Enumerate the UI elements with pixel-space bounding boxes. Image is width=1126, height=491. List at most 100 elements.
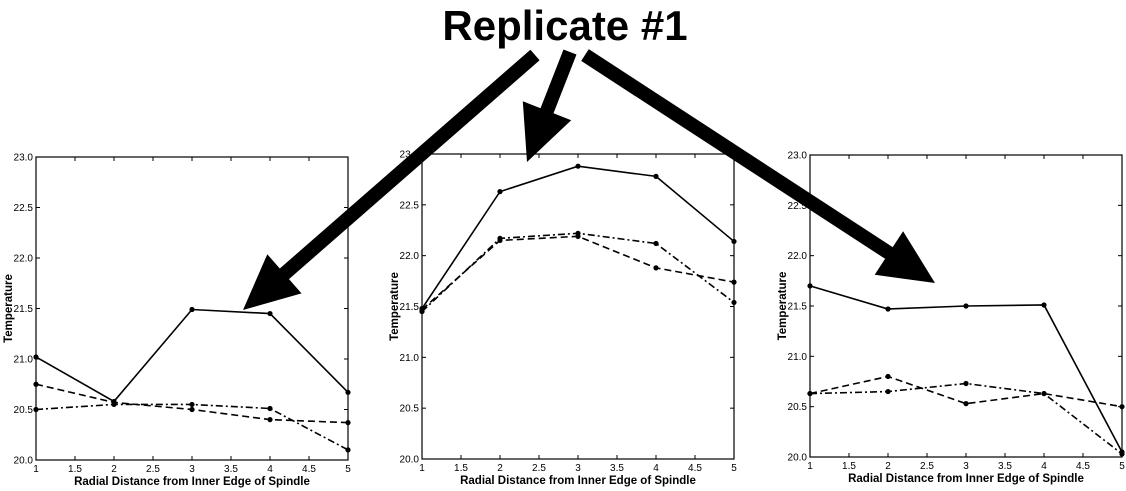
x-tick-label: 2.5 xyxy=(146,464,160,475)
x-tick-label: 1 xyxy=(419,463,425,474)
y-tick-label: 20.0 xyxy=(788,453,808,464)
y-tick-label: 21.5 xyxy=(788,302,808,313)
x-tick-label: 1.5 xyxy=(68,464,82,475)
data-point xyxy=(497,235,503,241)
data-point xyxy=(731,299,737,306)
series-line-dashdot xyxy=(809,382,1123,455)
x-tick-label: 3.5 xyxy=(610,463,624,474)
data-point xyxy=(419,308,425,315)
chart-panel-3: 1 1.5 2 2.5 3 3.5 4 4.5 520.020.521.021.522.022.… xyxy=(777,151,1125,486)
x-tick-label: 3 xyxy=(189,464,195,475)
y-tick-label: 20.0 xyxy=(400,455,420,466)
data-point xyxy=(1041,390,1047,397)
x-tick-label: 2.5 xyxy=(920,461,934,472)
data-point xyxy=(189,401,195,408)
x-tick-label: 3.5 xyxy=(998,461,1012,472)
data-point xyxy=(653,173,659,179)
x-tick-label: 1.5 xyxy=(842,461,856,472)
series-line-solid xyxy=(35,308,349,403)
x-axis-label: Radial Distance from Inner Edge of Spind… xyxy=(460,475,696,487)
x-tick-label: 5 xyxy=(345,464,351,475)
y-tick-label: 23.0 xyxy=(14,153,34,164)
y-axis-label: Temperature xyxy=(3,274,15,343)
x-tick-label: 4 xyxy=(1041,461,1047,472)
data-point xyxy=(963,380,969,387)
x-tick-label: 2 xyxy=(111,464,117,475)
x-tick-label: 4 xyxy=(267,464,273,475)
data-point xyxy=(885,388,891,395)
y-tick-label: 21.5 xyxy=(14,304,34,315)
y-tick-label: 21.0 xyxy=(400,353,420,364)
series-line-dashdot xyxy=(421,232,735,313)
data-point xyxy=(345,447,351,453)
arrow-to-right-chart xyxy=(581,49,935,283)
data-point xyxy=(267,310,273,317)
data-point xyxy=(731,279,737,285)
data-point xyxy=(345,420,351,426)
arrows-layer xyxy=(243,49,935,310)
y-tick-label: 23.0 xyxy=(400,150,420,161)
data-point xyxy=(33,354,39,360)
data-point xyxy=(33,381,39,387)
y-tick-label: 20.5 xyxy=(400,404,420,415)
data-point xyxy=(1119,451,1125,457)
data-point xyxy=(189,406,195,413)
arrow-to-left-chart xyxy=(243,49,540,310)
x-tick-label: 2 xyxy=(885,461,891,472)
data-point xyxy=(267,417,273,423)
x-axis-label: Radial Distance from Inner Edge of Spind… xyxy=(848,473,1084,485)
y-tick-label: 20.5 xyxy=(788,402,808,413)
y-tick-label: 22.0 xyxy=(400,251,420,262)
data-point xyxy=(653,265,659,271)
data-point xyxy=(33,406,39,413)
chart-panel-2: 1 1.5 2 2.5 3 3.5 4 4.5 520.020.521.021.522.022.… xyxy=(389,150,737,488)
data-point xyxy=(731,238,737,245)
x-tick-label: 5 xyxy=(731,463,737,474)
series-line-dashed xyxy=(809,375,1123,408)
data-point xyxy=(963,303,969,309)
data-point xyxy=(807,390,813,397)
x-tick-label: 3.5 xyxy=(224,464,238,475)
data-point xyxy=(653,240,659,247)
data-point xyxy=(1041,302,1047,308)
y-tick-label: 22.0 xyxy=(14,254,34,265)
data-point xyxy=(1119,404,1125,410)
chart-panel-1: 1 1.5 2 2.5 3 3.5 4 4.5 520.020.521.021.522.022.… xyxy=(3,153,351,489)
x-tick-label: 4 xyxy=(653,463,659,474)
data-point xyxy=(345,389,351,395)
x-tick-label: 1 xyxy=(33,464,39,475)
charts-layer: 1 1.5 2 2.5 3 3.5 4 4.5 520.020.521.021.522.022.… xyxy=(3,150,1125,489)
y-tick-label: 20.5 xyxy=(14,405,34,416)
y-tick-label: 21.0 xyxy=(14,355,34,366)
x-tick-label: 1 xyxy=(807,461,813,472)
x-tick-label: 1.5 xyxy=(454,463,468,474)
data-point xyxy=(575,230,581,236)
figure-title: Replicate #1 xyxy=(442,2,687,49)
x-axis-label: Radial Distance from Inner Edge of Spind… xyxy=(74,476,310,488)
plot-frame xyxy=(421,153,735,460)
data-point xyxy=(885,373,891,380)
y-axis-label: Temperature xyxy=(777,272,789,341)
x-tick-label: 4.5 xyxy=(302,464,316,475)
x-tick-label: 2 xyxy=(497,463,503,474)
x-tick-label: 4.5 xyxy=(688,463,702,474)
data-point xyxy=(189,306,195,313)
y-tick-label: 21.0 xyxy=(788,352,808,363)
y-tick-label: 21.5 xyxy=(400,302,420,313)
y-tick-label: 20.0 xyxy=(14,456,34,467)
x-tick-label: 3 xyxy=(963,461,969,472)
y-tick-label: 22.5 xyxy=(400,200,420,211)
data-point xyxy=(267,405,273,412)
x-tick-label: 3 xyxy=(575,463,581,474)
y-tick-label: 22.0 xyxy=(788,251,808,262)
data-point xyxy=(111,401,117,408)
series-line-solid xyxy=(809,285,1123,453)
data-point xyxy=(575,163,581,169)
x-tick-label: 4.5 xyxy=(1076,461,1090,472)
data-point xyxy=(885,306,891,312)
x-tick-label: 2.5 xyxy=(532,463,546,474)
y-tick-label: 22.5 xyxy=(788,201,808,212)
y-tick-label: 23.0 xyxy=(788,151,808,162)
data-point xyxy=(807,283,813,289)
